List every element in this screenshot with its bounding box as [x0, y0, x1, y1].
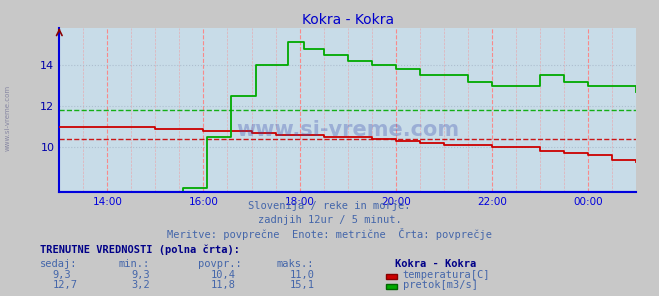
Text: sedaj:: sedaj: — [40, 259, 77, 269]
Text: 12,7: 12,7 — [53, 280, 78, 290]
Text: temperatura[C]: temperatura[C] — [403, 270, 490, 280]
Text: 3,2: 3,2 — [132, 280, 150, 290]
Text: povpr.:: povpr.: — [198, 259, 241, 269]
Text: 11,0: 11,0 — [290, 270, 315, 280]
Text: 11,8: 11,8 — [211, 280, 236, 290]
Text: 9,3: 9,3 — [53, 270, 71, 280]
Text: Meritve: povprečne  Enote: metrične  Črta: povprečje: Meritve: povprečne Enote: metrične Črta:… — [167, 228, 492, 240]
Text: pretok[m3/s]: pretok[m3/s] — [403, 280, 478, 290]
Title: Kokra - Kokra: Kokra - Kokra — [302, 13, 393, 27]
Text: maks.:: maks.: — [277, 259, 314, 269]
Text: 9,3: 9,3 — [132, 270, 150, 280]
Text: Slovenija / reke in morje.: Slovenija / reke in morje. — [248, 201, 411, 211]
Text: 10,4: 10,4 — [211, 270, 236, 280]
Text: TRENUTNE VREDNOSTI (polna črta):: TRENUTNE VREDNOSTI (polna črta): — [40, 244, 239, 255]
Text: www.si-vreme.com: www.si-vreme.com — [5, 85, 11, 152]
Text: zadnjih 12ur / 5 minut.: zadnjih 12ur / 5 minut. — [258, 215, 401, 226]
Text: min.:: min.: — [119, 259, 150, 269]
Text: 15,1: 15,1 — [290, 280, 315, 290]
Text: www.si-vreme.com: www.si-vreme.com — [236, 120, 459, 140]
Text: Kokra - Kokra: Kokra - Kokra — [395, 259, 476, 269]
